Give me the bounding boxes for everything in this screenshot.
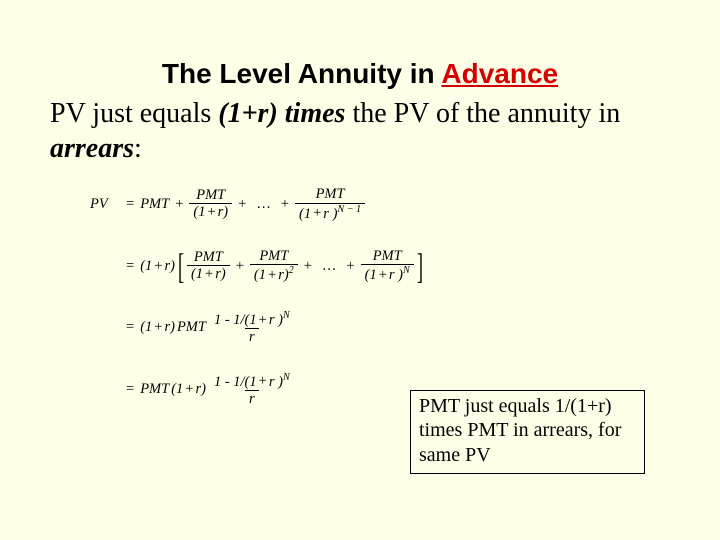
body-a: PV just equals [50,98,218,129]
right-bracket: ] [417,248,423,284]
body-c: : [134,133,142,164]
ellipsis: … [252,197,275,212]
eq-row-1: PV = PMT + PMT (1+r) + … + PMT (1+r )N −… [90,186,426,222]
eq2-frac-2: PMT (1+r)2 [250,248,298,284]
title-prefix: The Level Annuity in [162,58,442,89]
eq1-lhs: PV [90,197,120,212]
plus-sign: + [340,259,360,274]
equals-sign: = [120,197,140,212]
bracket-group: [ PMT (1+r) + PMT (1+r)2 + … + PMT (1+r … [175,248,426,284]
frac-num: PMT [192,187,229,204]
equals-sign: = [120,382,140,397]
left-bracket: [ [178,248,184,284]
eq4-frac: 1 - 1/(1+r )N r [210,372,294,408]
frac-num: PMT [312,186,349,203]
slide-title: The Level Annuity in Advance [0,0,720,90]
plus-sign: + [298,259,318,274]
frac-den: (1+r) [189,203,232,221]
eq1-term-pmt: PMT [140,197,169,212]
note-text: PMT just equals 1/(1+r) times PMT in arr… [419,395,621,466]
eq3-frac: 1 - 1/(1+r )N r [210,310,294,346]
body-em1: (1+r) times [218,98,345,129]
note-box: PMT just equals 1/(1+r) times PMT in arr… [410,390,645,474]
plus-sign: + [275,197,295,212]
body-em2: arrears [50,133,134,164]
eq-row-4: = PMT (1+r) 1 - 1/(1+r )N r [90,372,426,408]
equations-block: PV = PMT + PMT (1+r) + … + PMT (1+r )N −… [90,186,426,407]
equals-sign: = [120,320,140,335]
eq2-frac-1: PMT (1+r) [187,249,230,283]
plus-sign: + [232,197,252,212]
eq3-factor: (1+r) [140,320,175,335]
eq-row-3: = (1+r) PMT 1 - 1/(1+r )N r [90,310,426,346]
eq2-factor: (1+r) [140,259,175,274]
frac-den: (1+r )N − 1 [295,203,365,222]
body-b: the PV of the annuity in [345,98,620,129]
eq4-pmt: PMT [140,382,169,397]
eq-row-2: = (1+r) [ PMT (1+r) + PMT (1+r)2 + … + [90,248,426,284]
equals-sign: = [120,259,140,274]
eq1-frac-n: PMT (1+r )N − 1 [295,186,365,222]
ellipsis: … [318,259,341,274]
body-text: PV just equals (1+r) times the PV of the… [0,90,720,166]
eq4-factor: (1+r) [169,382,206,397]
eq3-pmt: PMT [175,320,206,335]
title-highlight: Advance [441,58,558,89]
eq2-frac-n: PMT (1+r )N [361,248,414,284]
plus-sign: + [230,259,250,274]
plus-sign: + [169,197,189,212]
exponent: N − 1 [337,204,361,215]
eq1-frac-1: PMT (1+r) [189,187,232,221]
